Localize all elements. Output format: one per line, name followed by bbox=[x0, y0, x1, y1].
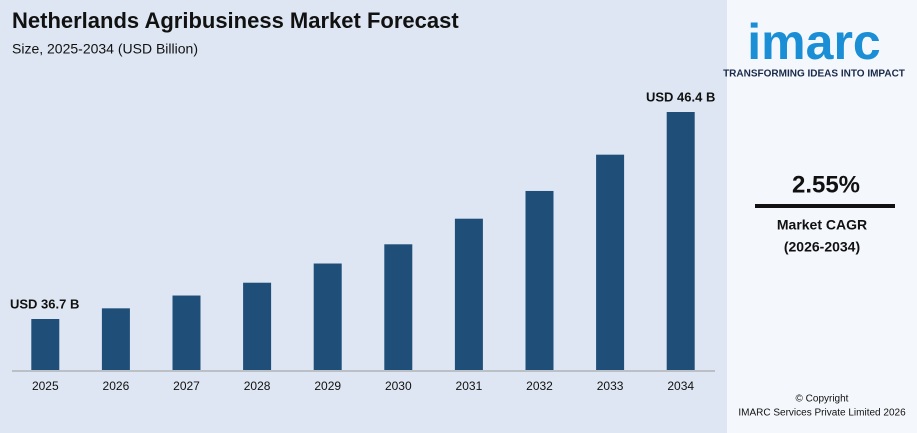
cagr-label: Market CAGR bbox=[777, 217, 867, 233]
logo: imarc bbox=[747, 14, 880, 70]
x-tick-label: 2032 bbox=[526, 379, 553, 393]
x-tick-label: 2030 bbox=[385, 379, 412, 393]
bar bbox=[172, 295, 201, 370]
bar bbox=[384, 244, 413, 370]
bar bbox=[243, 282, 272, 370]
bar bbox=[596, 154, 625, 370]
bar bbox=[666, 112, 695, 370]
x-tick-label: 2034 bbox=[667, 379, 694, 393]
value-label: USD 46.4 B bbox=[646, 89, 715, 104]
divider bbox=[755, 204, 895, 208]
bar bbox=[454, 218, 483, 370]
company: IMARC Services Private Limited 2026 bbox=[738, 408, 906, 419]
chart-title: Netherlands Agribusiness Market Forecast bbox=[12, 8, 459, 33]
bar bbox=[31, 319, 60, 370]
bar bbox=[101, 308, 130, 370]
bar bbox=[525, 190, 554, 370]
cagr-period: (2026-2034) bbox=[784, 239, 860, 255]
copyright: © Copyright bbox=[796, 394, 849, 405]
bar bbox=[313, 263, 342, 370]
x-tick-label: 2026 bbox=[103, 379, 130, 393]
sidebar-background bbox=[727, 0, 917, 433]
x-tick-label: 2031 bbox=[456, 379, 483, 393]
value-label: USD 36.7 B bbox=[10, 296, 79, 311]
x-tick-label: 2028 bbox=[244, 379, 271, 393]
chart-subtitle: Size, 2025-2034 (USD Billion) bbox=[12, 41, 198, 57]
x-tick-label: 2029 bbox=[314, 379, 341, 393]
x-tick-label: 2027 bbox=[173, 379, 200, 393]
x-tick-label: 2025 bbox=[32, 379, 59, 393]
cagr-value: 2.55% bbox=[792, 171, 860, 198]
x-tick-label: 2033 bbox=[597, 379, 624, 393]
tagline: TRANSFORMING IDEAS INTO IMPACT bbox=[723, 69, 905, 80]
